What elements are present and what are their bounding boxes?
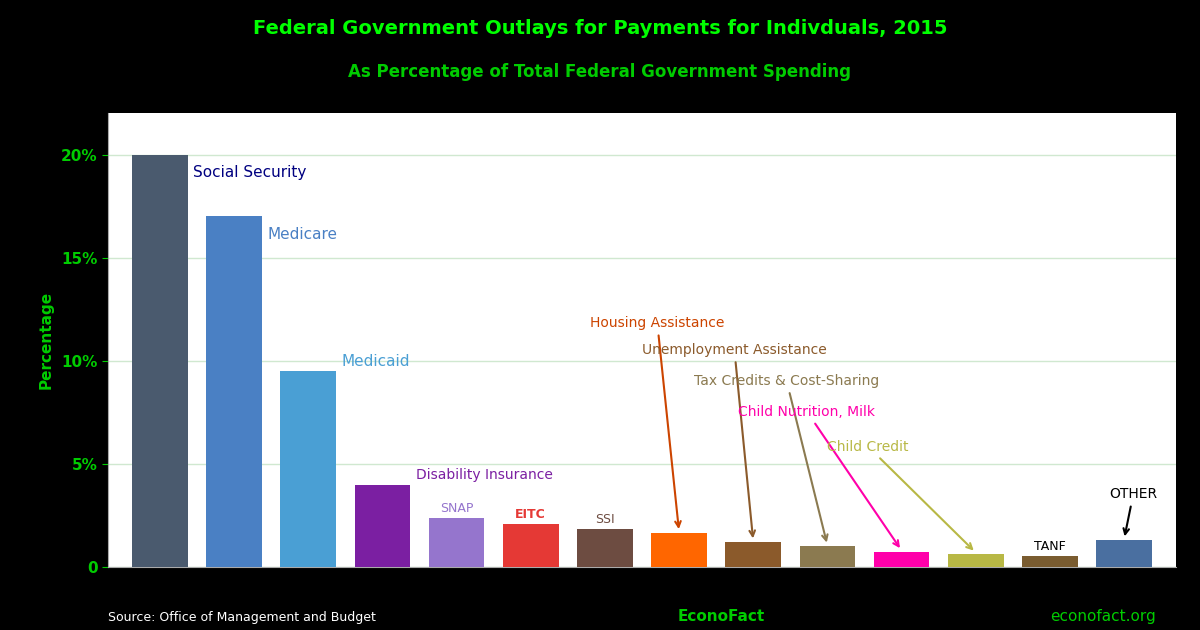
Bar xyxy=(355,484,410,567)
Text: Child Credit: Child Credit xyxy=(828,440,972,549)
Bar xyxy=(1022,556,1078,567)
Text: Medicaid: Medicaid xyxy=(342,354,410,369)
Text: Child Nutrition, Milk: Child Nutrition, Milk xyxy=(738,404,899,546)
Text: Housing Assistance: Housing Assistance xyxy=(590,316,725,527)
Text: Source: Office of Management and Budget: Source: Office of Management and Budget xyxy=(108,610,376,624)
Text: OTHER: OTHER xyxy=(1109,487,1157,534)
Bar xyxy=(132,154,187,567)
Bar xyxy=(281,371,336,567)
Text: As Percentage of Total Federal Government Spending: As Percentage of Total Federal Governmen… xyxy=(348,63,852,81)
Bar xyxy=(503,524,558,567)
Text: EconoFact: EconoFact xyxy=(678,609,766,624)
Bar xyxy=(206,217,262,567)
Text: Disability Insurance: Disability Insurance xyxy=(415,469,553,483)
Bar xyxy=(948,554,1003,567)
Bar xyxy=(874,551,929,567)
Bar xyxy=(428,517,485,567)
Bar xyxy=(1097,540,1152,567)
Text: Social Security: Social Security xyxy=(193,165,307,180)
Text: EITC: EITC xyxy=(515,508,546,521)
Text: TANF: TANF xyxy=(1034,540,1066,553)
Y-axis label: Percentage: Percentage xyxy=(40,291,54,389)
Bar xyxy=(577,529,632,567)
Text: econofact.org: econofact.org xyxy=(1050,609,1156,624)
Text: SNAP: SNAP xyxy=(440,502,473,515)
Text: Unemployment Assistance: Unemployment Assistance xyxy=(642,343,827,536)
Text: Federal Government Outlays for Payments for Indivduals, 2015: Federal Government Outlays for Payments … xyxy=(253,19,947,38)
Bar xyxy=(799,546,856,567)
Bar xyxy=(652,533,707,567)
Bar xyxy=(726,542,781,567)
Text: SSI: SSI xyxy=(595,513,614,527)
Text: Tax Credits & Cost-Sharing: Tax Credits & Cost-Sharing xyxy=(694,374,880,541)
Text: Medicare: Medicare xyxy=(268,227,337,242)
